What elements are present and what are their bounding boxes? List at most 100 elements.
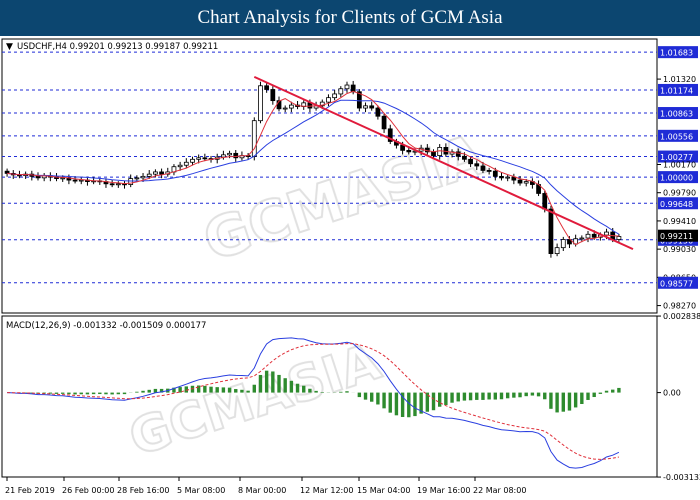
candle-body [548,208,554,254]
candle-body [554,247,560,254]
candle-body [375,107,381,117]
candle-body [128,178,134,185]
macd-tick-label: 0.00 [663,389,681,398]
candle-body [474,163,480,167]
candle-body [468,158,473,165]
candle-body [258,85,263,122]
candle-body [462,155,467,160]
candle-body [319,101,325,107]
candle-body [338,88,344,95]
symbol-dropdown-icon[interactable]: ▼ [6,42,13,52]
candle-body [227,152,232,156]
time-tick-label: 15 Mar 04:00 [357,486,410,495]
candle-body [363,105,368,109]
ma-slow-line [7,99,620,235]
time-tick-label: 26 Feb 00:00 [62,486,114,495]
macd-signal-line [7,343,619,460]
key-level-label: 1.00277 [660,153,693,162]
candle-body [134,177,140,180]
price-pane-frame [1,38,658,314]
candle-body [369,105,375,109]
candle-body [616,236,622,240]
candle-body [387,128,393,142]
candle-body [455,151,461,157]
time-tick-label: 28 Feb 16:00 [117,486,169,495]
candle-body [542,193,548,210]
time-tick-label: 12 Mar 12:00 [300,486,353,495]
candle-body [573,238,579,245]
candle-body [264,85,270,90]
key-level-label: 1.01174 [660,86,693,95]
macd-pane-frame [1,315,658,478]
candle-body [140,175,146,179]
current-price-label: 0.99211 [660,232,693,241]
key-level-label-box [658,83,698,96]
candle-body [221,154,226,158]
candle-body [233,152,239,159]
key-level-label: 0.98577 [660,279,693,288]
candle-body [443,147,449,155]
candle-body [78,179,84,182]
candle-body [72,179,78,182]
key-level-label-box [658,197,698,210]
candle-body [270,89,276,102]
candle-body [511,176,517,181]
candle-body [282,107,288,110]
macd-tick-label: 0.002838 [663,312,700,321]
key-level-label-box [658,171,698,184]
candle-body [486,170,492,172]
candle-body [159,171,164,175]
price-tick-label: 1.01320 [663,75,696,84]
candle-body [344,84,350,90]
time-tick-label: 19 Mar 16:00 [417,486,470,495]
chart-banner-title: Chart Analysis for Clients of GCM Asia [0,0,700,36]
candle-body [326,97,331,103]
candle-body [190,158,195,163]
key-level-label: 1.01683 [660,49,693,58]
candle-body [177,164,183,168]
price-tick-label: 0.99030 [663,245,696,254]
candle-body [560,239,566,249]
time-tick-label: 21 Feb 2019 [5,486,55,495]
key-level-label: 0.99648 [660,200,693,209]
candle-body [567,239,572,245]
key-level-label: 1.00556 [660,132,693,141]
candle-body [183,161,189,166]
key-level-label-box [658,46,698,59]
key-level-label-box [658,150,698,163]
candle-body [196,157,202,160]
trading-chart: GCMASIA GCMASIA 1.016831.013201.011741.0… [1,38,700,495]
candle-body [35,175,41,179]
price-tick-label: 0.98270 [663,302,696,311]
candle-body [153,171,158,175]
price-pane-header: USDCHF,H4 0.99201 0.99213 0.99187 0.9921… [17,42,218,52]
candle-body [480,165,486,171]
macd-tick-label: -0.003132 [663,473,700,482]
candle-body [202,157,208,160]
price-tick-label: 0.99790 [663,189,696,198]
candle-body [288,104,294,109]
candle-body [146,173,152,177]
candle-body [109,183,115,186]
candle-body [4,170,10,174]
key-level-label-box [658,129,698,142]
candle-body [431,151,436,156]
time-tick-label: 22 Mar 08:00 [473,486,526,495]
candle-body [604,231,609,236]
time-tick-label: 8 Mar 00:00 [238,486,286,495]
candle-body [523,181,529,184]
candle-body [406,149,412,153]
key-level-label-box [658,276,698,289]
candle-body [517,179,523,184]
ma-fast-line [7,90,619,246]
candle-body [115,183,121,186]
price-tick-label: 1.00170 [663,160,696,169]
candle-body [492,170,498,177]
candle-body [356,91,362,109]
candle-body [381,115,387,130]
candle-body [579,237,585,240]
time-tick-label: 5 Mar 08:00 [177,486,225,495]
candle-body [350,84,356,93]
candle-body [585,233,591,239]
key-level-label: 1.00000 [660,174,693,183]
